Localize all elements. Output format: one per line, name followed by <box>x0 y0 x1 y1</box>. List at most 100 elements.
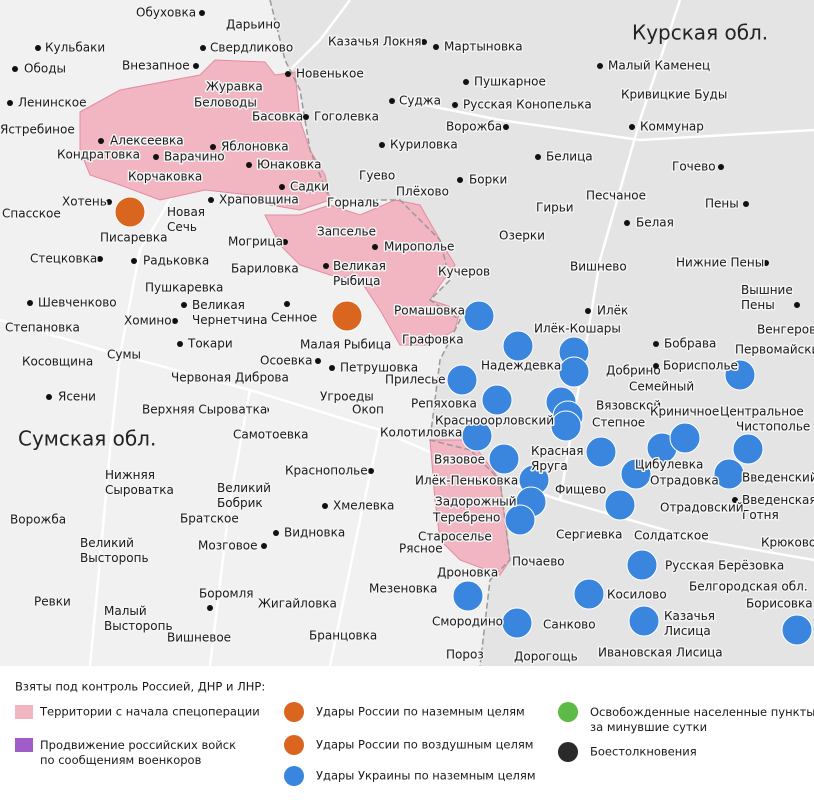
place-label: Пороз <box>446 648 484 662</box>
place-dot <box>629 124 635 130</box>
ukraine-strike-icon <box>446 364 478 396</box>
place-label: Братское <box>180 512 239 526</box>
place-label: Белица <box>546 150 593 164</box>
place-label: Вязовской <box>596 399 661 413</box>
place-dot <box>7 100 13 106</box>
place-dot <box>285 71 291 77</box>
place-dot <box>718 164 724 170</box>
place-label: Великая Чернетчина <box>192 298 268 327</box>
place-dot <box>207 605 213 611</box>
place-label-line: Казачья <box>664 609 715 623</box>
place-dot <box>535 154 541 160</box>
place-label: Кучеров <box>438 265 490 279</box>
place-dot <box>261 543 267 549</box>
place-label: Теребрено <box>432 511 500 525</box>
place-label: Ворожба <box>446 120 502 134</box>
place-label-line: Введенская <box>742 493 814 507</box>
place-label: Пушкаревка <box>145 281 223 295</box>
place-label: Ворожба <box>10 513 66 527</box>
place-label: Колотиловка <box>380 426 462 440</box>
place-label: Осоевка <box>260 354 312 368</box>
place-label: Русская Берёзовка <box>665 559 784 573</box>
place-dot <box>763 260 769 266</box>
place-label-line: Пены <box>741 298 775 312</box>
legend-swatch <box>15 705 33 719</box>
place-dot <box>200 45 206 51</box>
place-label: Белая <box>636 216 674 230</box>
place-label: Кондратовка <box>57 148 140 162</box>
place-label: Великий Высторопь <box>80 536 149 565</box>
place-label: Вязовое <box>434 453 485 467</box>
place-label: Гуево <box>359 169 395 183</box>
place-label-line: Яруга <box>531 459 568 473</box>
place-label-line: Великая <box>333 259 386 273</box>
place-label: Писаревка <box>100 231 167 245</box>
place-label: Беловоды <box>194 96 257 110</box>
place-label: Стецковка <box>30 252 97 266</box>
place-label: Дорогощь <box>514 650 578 664</box>
place-label: Надеждевка <box>481 359 561 373</box>
place-dot <box>181 302 187 308</box>
legend-label: Территории с начала спецоперации <box>39 705 260 719</box>
place-label: Сенное <box>271 311 317 325</box>
russia-area <box>270 0 814 666</box>
place-label: Первомайский <box>735 343 814 357</box>
place-label: Репяховка <box>411 397 477 411</box>
ukraine-strike-icon <box>732 433 764 465</box>
place-label: Боромля <box>199 587 253 601</box>
place-label: Гочево <box>672 160 716 174</box>
place-label: Новенькое <box>296 67 364 81</box>
place-label-line: Высторопь <box>104 619 173 633</box>
state-border <box>269 0 511 667</box>
ukraine-strike-icon <box>573 578 605 610</box>
place-label: Семейный <box>629 380 694 394</box>
legend-label: Удары России по наземным целям <box>316 705 525 719</box>
place-label: Великая Рыбица <box>333 259 386 288</box>
place-label: Венгеровка <box>757 323 814 337</box>
place-label-line: Высторопь <box>80 551 149 565</box>
place-dot <box>379 142 385 148</box>
place-dot <box>597 63 603 69</box>
place-label: Токари <box>187 337 233 351</box>
place-label: Илёк-Пеньковка <box>415 474 518 488</box>
place-label: Ясени <box>58 390 96 404</box>
place-dot <box>389 98 395 104</box>
strike-icons <box>114 196 813 646</box>
place-label: Песчаное <box>586 189 646 203</box>
place-dot <box>457 177 463 183</box>
place-label: Санково <box>543 618 596 632</box>
place-label-line: Великая <box>192 298 245 312</box>
place-label: Хотень <box>62 195 107 209</box>
place-label: Ленинское <box>18 96 86 110</box>
place-label: Вишнево <box>570 260 627 274</box>
legend-heading: Взяты под контроль Россией, ДНР и ЛНР: <box>15 680 265 694</box>
place-dot <box>193 63 199 69</box>
place-label: Пушкарное <box>474 75 546 89</box>
place-label-line: Нижняя <box>105 468 155 482</box>
place-label-line: Рыбица <box>333 274 380 288</box>
ukraine-strike-icon <box>713 458 745 490</box>
ukraine-strike-icon <box>620 458 652 490</box>
place-dot <box>153 154 159 160</box>
place-dot <box>199 10 205 16</box>
place-label: Староселье <box>418 530 492 544</box>
place-label: Борисовка <box>746 597 813 611</box>
place-dot <box>210 144 216 150</box>
place-label: Окоп <box>352 403 384 417</box>
legend: Взяты под контроль Россией, ДНР и ЛНР: Т… <box>15 680 814 786</box>
legend-icon <box>284 735 304 755</box>
place-label: Мозговое <box>198 539 258 553</box>
place-label: Ревки <box>34 595 71 609</box>
place-label: Алексеевка <box>110 134 184 148</box>
place-label: Гирьи <box>536 201 574 215</box>
place-label: Русская Конопелька <box>463 98 592 112</box>
place-label: Казачья Локня <box>328 35 421 49</box>
place-label: Добрино <box>606 364 661 378</box>
place-label: Борки <box>469 173 507 187</box>
place-label: Вышние Пены <box>741 283 793 312</box>
place-dot <box>46 394 52 400</box>
place-label-line: Вышние <box>741 283 793 297</box>
place-label: Малая Рыбица <box>300 338 391 352</box>
place-label: Дарьино <box>226 18 280 32</box>
